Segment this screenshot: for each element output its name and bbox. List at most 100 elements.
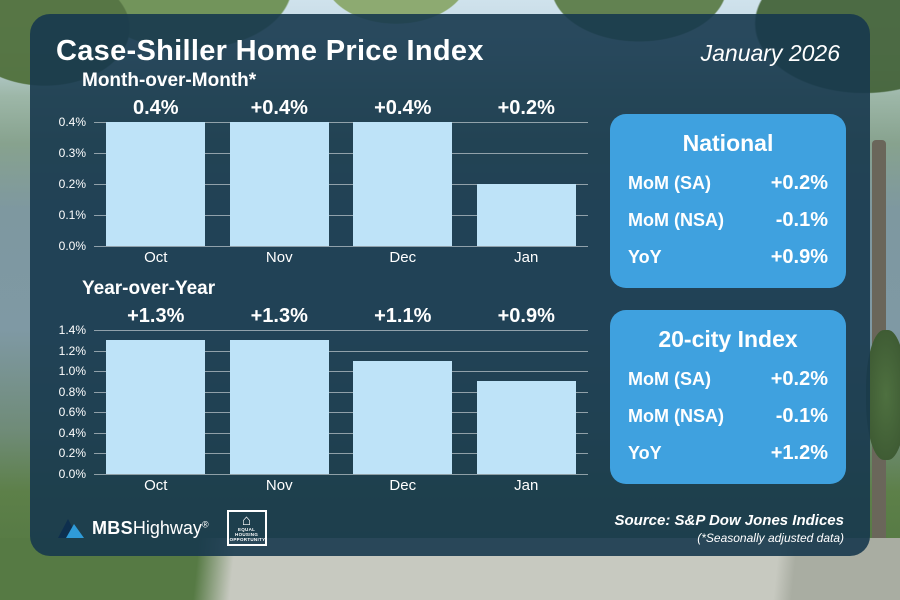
footer: MBSHighway® ⌂ EQUAL HOUSING OPPORTUNITY … bbox=[56, 510, 844, 546]
x-axis-label: Jan bbox=[514, 476, 539, 494]
y-axis-tick: 1.0% bbox=[58, 364, 86, 379]
gridline bbox=[94, 432, 588, 434]
gridline bbox=[94, 153, 588, 154]
mom-chart: Month-over-Month* 0.4% +0.4% +0.4% +0.2% 0.… bbox=[48, 70, 594, 268]
x-axis-label: Jan bbox=[514, 248, 539, 266]
y-axis-tick: 0.4% bbox=[58, 425, 86, 440]
charts-column: Month-over-Month* 0.4% +0.4% +0.4% +0.2% 0.… bbox=[48, 68, 594, 496]
panel-title: National bbox=[682, 130, 774, 156]
y-axis-tick: 0.0% bbox=[58, 467, 86, 481]
bar bbox=[106, 340, 206, 474]
header: Case-Shiller Home Price Index January 20… bbox=[30, 14, 870, 68]
bar-slot bbox=[465, 330, 589, 474]
logos: MBSHighway® ⌂ EQUAL HOUSING OPPORTUNITY bbox=[56, 510, 267, 546]
mountain-icon bbox=[58, 519, 84, 538]
y-axis-tick: 0.2% bbox=[58, 177, 86, 191]
bar-label-row: +1.3% +1.3% +1.1% +0.9% bbox=[94, 302, 588, 330]
source-text: Source: S&P Dow Jones Indices (*Seasonal… bbox=[614, 512, 844, 545]
bar-slot bbox=[341, 330, 465, 474]
bar-slot bbox=[465, 122, 589, 246]
y-axis-tick: 1.2% bbox=[58, 343, 86, 358]
bar bbox=[106, 122, 206, 246]
bar-value-label: +0.4% bbox=[250, 96, 308, 119]
bar-slot bbox=[341, 122, 465, 246]
plot-row: 1.4% 1.2% 1.0% 0.8% 0.6% 0.4% 0.2% 0.0% bbox=[48, 323, 594, 481]
gridline bbox=[94, 350, 588, 352]
stat-label: YoY bbox=[628, 247, 662, 267]
chart-title: Month-over-Month* bbox=[82, 70, 257, 91]
bar bbox=[476, 184, 576, 246]
bar-slot bbox=[94, 330, 218, 474]
stat-row: MoM (SA) +0.2% bbox=[626, 165, 830, 202]
y-axis-tick: 0.6% bbox=[58, 405, 86, 420]
brand-text: MBSHighway® bbox=[92, 518, 209, 539]
y-axis-tick: 0.3% bbox=[58, 146, 86, 160]
x-axis-label: Nov bbox=[265, 476, 293, 494]
gridline bbox=[94, 330, 588, 331]
bar-slot bbox=[218, 122, 342, 246]
bar bbox=[229, 122, 329, 246]
x-axis-label: Oct bbox=[144, 248, 168, 266]
national-panel: National MoM (SA) +0.2% MoM (NSA) -0.1% … bbox=[610, 114, 846, 288]
bar-row bbox=[94, 330, 588, 474]
page-title: Case-Shiller Home Price Index bbox=[56, 35, 484, 67]
bar-value-label: +1.1% bbox=[374, 304, 432, 327]
gridline bbox=[94, 122, 588, 123]
brand-mbs: MBS bbox=[92, 517, 133, 538]
house-icon: ⌂ bbox=[242, 512, 252, 529]
plot-row: 0.4% 0.3% 0.2% 0.1% 0.0% bbox=[48, 115, 594, 253]
y-axis: 0.4% 0.3% 0.2% 0.1% 0.0% bbox=[48, 115, 94, 253]
y-axis: 1.4% 1.2% 1.0% 0.8% 0.6% 0.4% 0.2% 0.0% bbox=[48, 323, 94, 481]
y-axis-tick: 1.4% bbox=[58, 323, 86, 337]
stat-row: YoY +0.9% bbox=[626, 239, 830, 276]
city-index-panel: 20-city Index MoM (SA) +0.2% MoM (NSA) -… bbox=[610, 310, 846, 484]
stat-value: +1.2% bbox=[770, 442, 828, 464]
source-line1: Source: S&P Dow Jones Indices bbox=[614, 511, 844, 529]
x-axis: Oct Nov Dec Jan bbox=[94, 474, 588, 496]
gridline bbox=[94, 453, 588, 455]
summary-panels: National MoM (SA) +0.2% MoM (NSA) -0.1% … bbox=[610, 114, 846, 496]
bar bbox=[353, 360, 453, 474]
bar-value-label: +1.3% bbox=[250, 304, 308, 327]
gridline bbox=[94, 246, 588, 247]
bar bbox=[229, 340, 329, 474]
bar-value-label: +0.2% bbox=[497, 96, 555, 119]
background-bush bbox=[866, 330, 900, 460]
x-axis: Oct Nov Dec Jan bbox=[94, 246, 588, 268]
stat-label: YoY bbox=[628, 443, 662, 463]
stat-row: MoM (NSA) -0.1% bbox=[626, 398, 830, 435]
bar-slot bbox=[218, 330, 342, 474]
bar-value-label: +1.3% bbox=[127, 304, 185, 327]
stat-label: MoM (SA) bbox=[628, 369, 711, 389]
y-axis-tick: 0.1% bbox=[58, 208, 86, 222]
stat-row: YoY +1.2% bbox=[626, 435, 830, 472]
gridline bbox=[94, 184, 588, 185]
stat-label: MoM (SA) bbox=[628, 173, 711, 193]
equal-housing-logo: ⌂ EQUAL HOUSING OPPORTUNITY bbox=[226, 510, 267, 546]
plot-area bbox=[94, 330, 588, 475]
y-axis-tick: 0.2% bbox=[58, 446, 86, 461]
y-axis-tick: 0.8% bbox=[58, 384, 86, 399]
stat-row: MoM (SA) +0.2% bbox=[626, 361, 830, 398]
stat-label: MoM (NSA) bbox=[628, 406, 724, 426]
bar-value-label: +0.4% bbox=[374, 96, 432, 119]
x-axis-label: Oct bbox=[144, 476, 168, 494]
gridline bbox=[94, 391, 588, 393]
bar bbox=[353, 122, 453, 246]
bar bbox=[476, 381, 576, 474]
report-date: January 2026 bbox=[700, 40, 840, 66]
registered-mark: ® bbox=[201, 519, 209, 530]
gridline bbox=[94, 215, 588, 216]
overlay-card: Case-Shiller Home Price Index January 20… bbox=[30, 14, 870, 556]
x-axis-label: Dec bbox=[389, 476, 417, 494]
stat-value: +0.2% bbox=[770, 172, 828, 194]
stat-value: +0.2% bbox=[770, 368, 828, 390]
gridline bbox=[94, 474, 588, 475]
stat-value: -0.1% bbox=[775, 209, 828, 231]
panel-title: 20-city Index bbox=[658, 326, 798, 352]
gridline bbox=[94, 412, 588, 414]
plot-area bbox=[94, 122, 589, 247]
y-axis-tick: 0.4% bbox=[58, 115, 86, 129]
y-axis-tick: 0.0% bbox=[58, 239, 86, 253]
